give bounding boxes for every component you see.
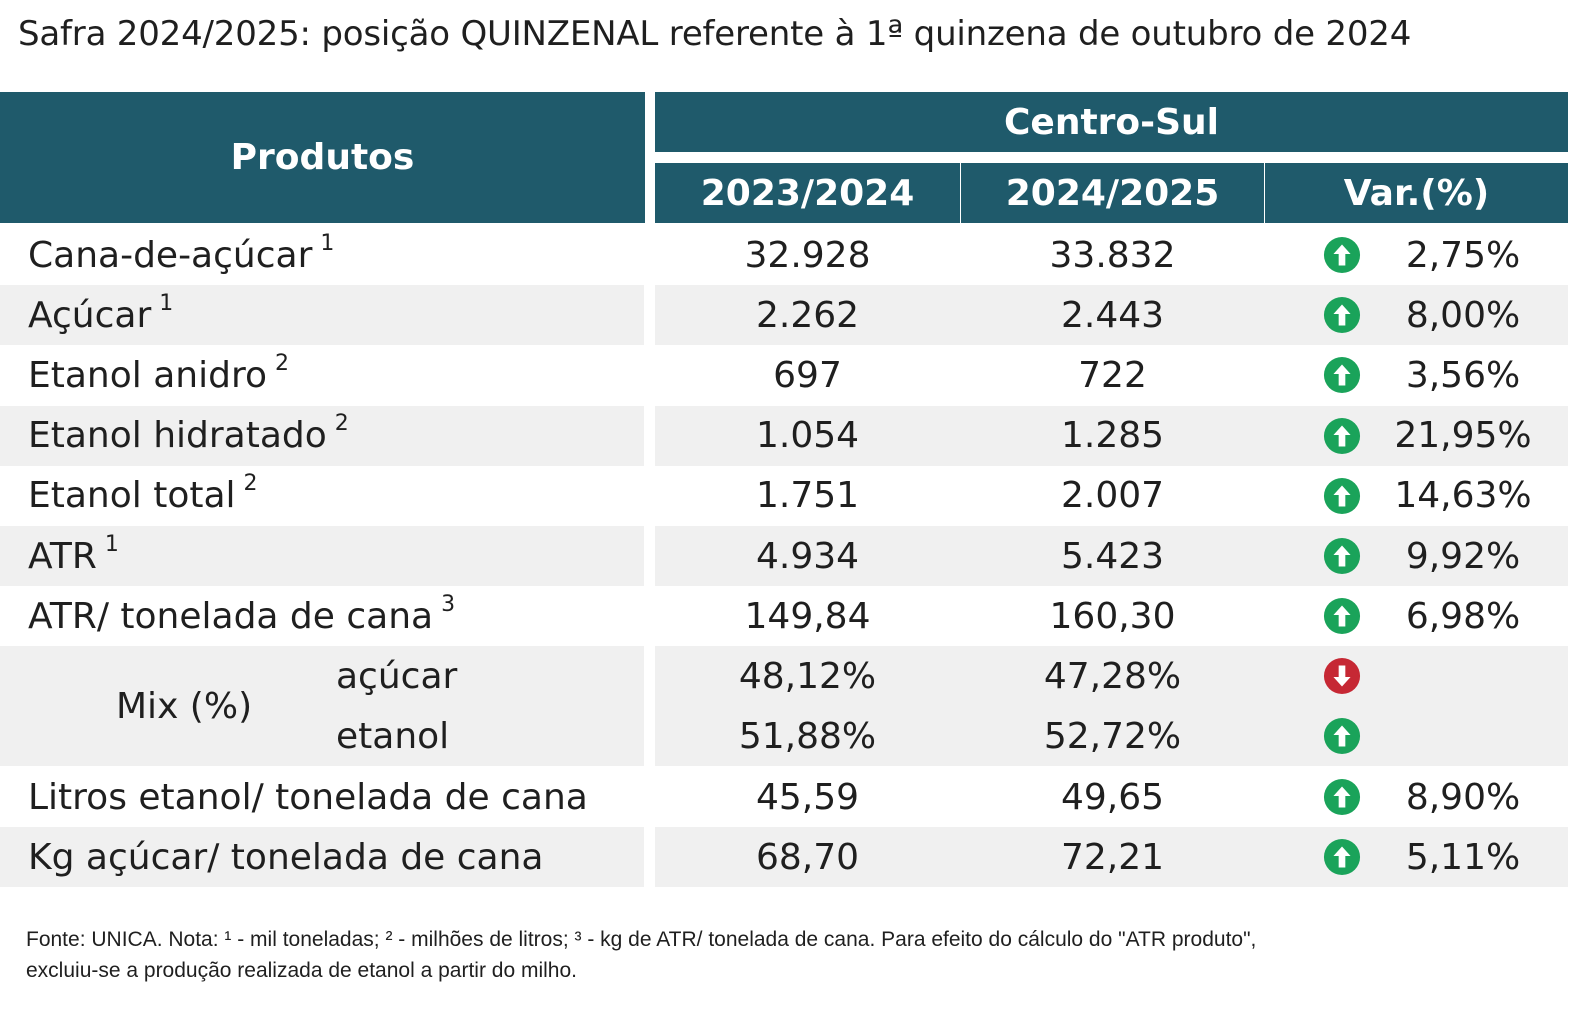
arrow-up-icon [1323, 598, 1361, 635]
mix-sugar-prev: 48,12% [738, 655, 877, 697]
row-bg-right [655, 405, 1568, 466]
value-var: 21,95% [1394, 415, 1532, 457]
row-label-sup: 2 [274, 350, 289, 376]
row-label: Etanol hidratado 2 [28, 406, 349, 466]
arrow-up-icon [1323, 537, 1361, 575]
value-var: 3,56% [1405, 354, 1521, 396]
arrow-up-icon [1323, 297, 1361, 334]
arrow-up-icon [1323, 477, 1361, 514]
footnote-line-1: Fonte: UNICA. Nota: ¹ - mil toneladas; ²… [26, 928, 1257, 951]
value-var: 14,63% [1394, 475, 1532, 517]
row-label: ATR/ tonelada de cana 3 [28, 586, 455, 646]
row-label: Cana-de-açúcar 1 [28, 225, 334, 285]
value-prev: 4.934 [755, 535, 860, 577]
value-curr: 5.423 [1060, 535, 1165, 577]
header-col-prev-label: 2023/2024 [700, 172, 915, 214]
row-label-sup: 1 [159, 290, 174, 316]
value-prev: 2.262 [755, 294, 860, 336]
row-label-text: Etanol anidro [28, 354, 267, 396]
value-prev: 32.928 [744, 234, 871, 276]
row-label-sup: 2 [334, 411, 349, 437]
row-label-text: Etanol total [28, 475, 236, 517]
row-bg-right [655, 827, 1568, 887]
arrow-up-icon [1323, 357, 1361, 394]
header-region: Centro-Sul [655, 92, 1568, 152]
row-bg-left [0, 526, 644, 586]
row-label-sup: 1 [104, 531, 119, 557]
arrow-up-icon [1323, 778, 1361, 816]
header-col-var-label: Var.(%) [1343, 172, 1490, 214]
row-bg-left [0, 827, 644, 887]
row-label: Etanol anidro 2 [28, 345, 289, 405]
value-curr: 33.832 [1049, 234, 1176, 276]
row-label-text: ATR/ tonelada de cana [28, 595, 434, 637]
header-col-curr-label: 2024/2025 [1005, 172, 1220, 214]
value-prev: 1.054 [755, 415, 860, 457]
value-var: 8,00% [1405, 294, 1521, 336]
arrow-up-icon [1323, 838, 1361, 876]
mix-ethanol-label: etanol [336, 715, 450, 757]
value-var: 9,92% [1405, 535, 1521, 577]
arrow-up-icon [1323, 717, 1361, 755]
value-prev: 149,84 [744, 595, 871, 637]
mix-label: Mix (%) [116, 685, 253, 727]
value-curr: 72,21 [1060, 836, 1165, 878]
mix-ethanol-curr: 52,72% [1043, 715, 1182, 757]
value-prev: 1.751 [755, 475, 860, 517]
value-curr: 2.443 [1060, 294, 1165, 336]
footnote: Fonte: UNICA. Nota: ¹ - mil toneladas; ²… [26, 924, 1566, 986]
value-var: 6,98% [1405, 595, 1521, 637]
row-label: Etanol total 2 [28, 466, 258, 526]
mix-bg-right [655, 646, 1568, 766]
page-title: Safra 2024/2025: posição QUINZENAL refer… [18, 14, 1412, 54]
row-label-text: Açúcar [28, 294, 152, 336]
arrow-up-icon [1323, 417, 1361, 454]
mix-sugar-curr: 47,28% [1043, 655, 1182, 697]
value-var: 2,75% [1405, 234, 1521, 276]
arrow-up-icon [1323, 236, 1361, 274]
header-col-curr: 2024/2025 [961, 163, 1264, 223]
row-bg-right [655, 285, 1568, 346]
row-label-sup: 2 [243, 471, 258, 497]
header-region-label: Centro-Sul [1004, 101, 1219, 143]
mix-sugar-label: açúcar [336, 655, 458, 697]
row-label-text: ATR [28, 535, 97, 577]
footnote-line-2: excluiu-se a produção realizada de etano… [26, 959, 577, 982]
row-label: Açúcar 1 [28, 285, 173, 345]
row-label-text: Kg açúcar/ tonelada de cana [28, 836, 544, 878]
value-prev: 697 [773, 354, 842, 396]
value-curr: 160,30 [1049, 595, 1176, 637]
header-produtos-label: Produtos [230, 137, 415, 178]
value-curr: 2.007 [1060, 475, 1165, 517]
row-label: Litros etanol/ tonelada de cana [28, 767, 588, 827]
value-var: 5,11% [1405, 836, 1521, 878]
mix-bg-left [0, 646, 644, 766]
header-col-prev: 2023/2024 [655, 163, 960, 223]
value-curr: 722 [1078, 354, 1147, 396]
row-label: ATR 1 [28, 526, 119, 586]
value-var: 8,90% [1405, 776, 1521, 818]
row-bg-left [0, 285, 644, 346]
header-produtos: Produtos [0, 92, 645, 223]
row-bg-left [0, 405, 644, 466]
row-bg-right [655, 526, 1568, 586]
value-curr: 49,65 [1060, 776, 1165, 818]
row-label-text: Cana-de-açúcar [28, 234, 313, 276]
row-label: Kg açúcar/ tonelada de cana [28, 827, 544, 887]
mix-ethanol-prev: 51,88% [738, 715, 877, 757]
value-prev: 45,59 [755, 776, 860, 818]
row-label-text: Litros etanol/ tonelada de cana [28, 776, 588, 818]
row-label-text: Etanol hidratado [28, 415, 327, 457]
value-prev: 68,70 [755, 836, 860, 878]
value-curr: 1.285 [1060, 415, 1165, 457]
header-col-var: Var.(%) [1265, 163, 1568, 223]
row-label-sup: 1 [320, 230, 335, 256]
arrow-down-icon [1323, 657, 1361, 695]
row-label-sup: 3 [441, 591, 456, 617]
